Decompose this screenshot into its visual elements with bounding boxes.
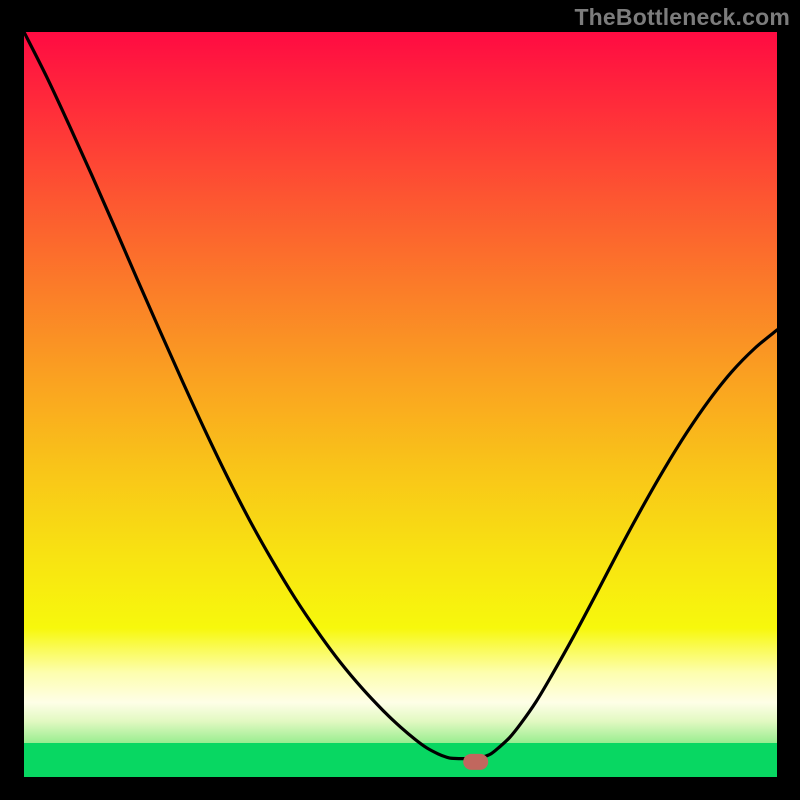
curve-layer — [24, 32, 777, 777]
bottleneck-curve — [24, 32, 777, 759]
plot-area — [24, 32, 777, 777]
watermark-text: TheBottleneck.com — [574, 4, 790, 31]
chart-container: TheBottleneck.com — [0, 0, 800, 800]
optimal-point-marker — [463, 754, 489, 770]
